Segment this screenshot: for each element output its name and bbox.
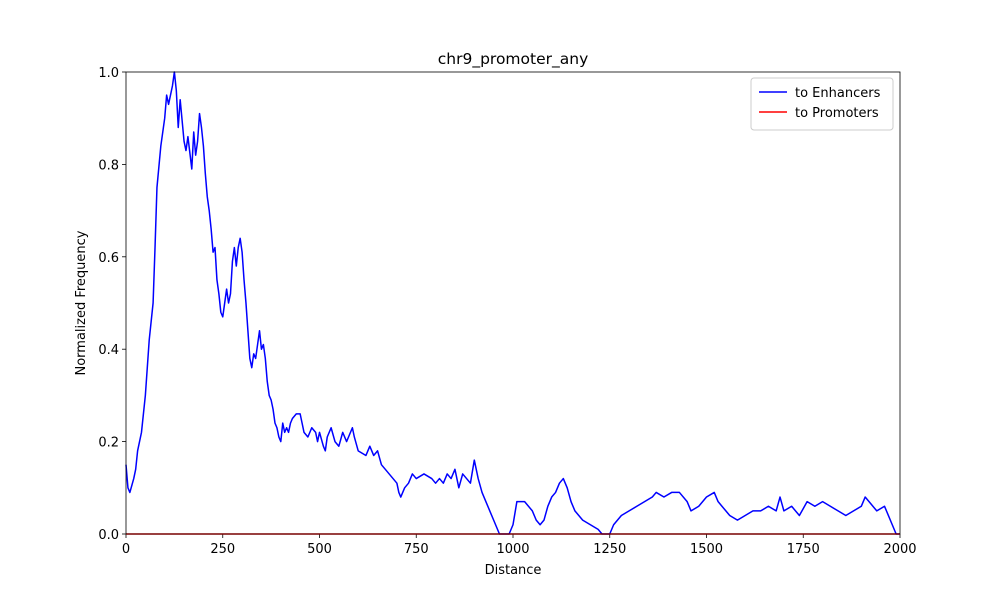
plot-frame bbox=[125, 71, 901, 535]
legend-box bbox=[750, 77, 894, 131]
x-tick-label: 2000 bbox=[883, 542, 916, 557]
x-tick-label: 1250 bbox=[593, 542, 626, 557]
x-tick-label: 1500 bbox=[690, 542, 723, 557]
x-tick-label: 1750 bbox=[787, 542, 820, 557]
y-axis-label: Normalized Frequency bbox=[74, 230, 89, 375]
chart-title: chr9_promoter_any bbox=[438, 50, 589, 69]
y-tick-label: 0.4 bbox=[98, 343, 119, 358]
legend: to Enhancers to Promoters bbox=[750, 77, 894, 131]
x-axis-label: Distance bbox=[485, 563, 542, 578]
x-tick-label: 750 bbox=[404, 542, 429, 557]
y-tick-label: 0.8 bbox=[98, 158, 119, 173]
y-tick-label: 1.0 bbox=[98, 66, 119, 81]
line-series bbox=[125, 71, 900, 535]
x-tick-label: 0 bbox=[122, 542, 130, 557]
y-tick-label: 0.0 bbox=[98, 528, 119, 543]
legend-label: to Enhancers bbox=[795, 86, 881, 101]
x-tick-label: 500 bbox=[307, 542, 332, 557]
legend-label: to Promoters bbox=[795, 106, 879, 121]
y-tick-label: 0.2 bbox=[98, 436, 119, 451]
x-tick-label: 250 bbox=[210, 542, 235, 557]
y-tick-label: 0.6 bbox=[98, 251, 119, 266]
x-tick-label: 1000 bbox=[496, 542, 529, 557]
